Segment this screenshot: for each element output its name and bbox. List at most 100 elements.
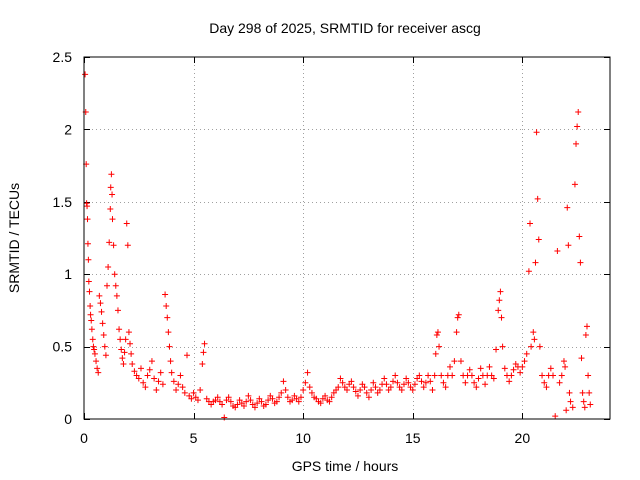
data-point: [194, 397, 201, 404]
data-point: [221, 414, 228, 421]
data-point: [519, 363, 526, 370]
data-point: [587, 401, 594, 408]
data-point: [128, 350, 135, 357]
data-point: [457, 358, 464, 365]
data-point: [107, 184, 114, 191]
data-point: [84, 203, 91, 210]
data-point: [273, 398, 280, 405]
data-point: [122, 336, 129, 343]
data-point: [300, 387, 307, 394]
data-point: [117, 336, 124, 343]
data-point: [168, 369, 175, 376]
data-point: [166, 343, 173, 350]
data-point: [473, 384, 480, 391]
data-point: [243, 398, 250, 405]
data-point: [400, 381, 407, 388]
data-point: [88, 317, 95, 324]
data-point: [127, 340, 134, 347]
data-point: [533, 129, 540, 136]
data-point: [550, 372, 557, 379]
data-point: [100, 332, 107, 339]
data-point: [190, 389, 197, 396]
data-point: [135, 375, 142, 382]
data-point: [93, 358, 100, 365]
grid-lines: [84, 57, 610, 419]
data-point: [184, 352, 191, 359]
data-point: [370, 379, 377, 386]
data-point: [337, 375, 344, 382]
data-point: [326, 398, 333, 405]
y-tick-label: 0: [64, 411, 72, 427]
data-point: [431, 372, 438, 379]
data-point: [532, 259, 539, 266]
data-point: [517, 369, 524, 376]
x-tick-label: 5: [190, 430, 198, 446]
data-point: [506, 378, 513, 385]
data-point: [387, 384, 394, 391]
data-point: [368, 387, 375, 394]
y-tick-label: 1.5: [53, 194, 73, 210]
data-point: [234, 401, 241, 408]
data-point: [84, 216, 91, 223]
data-point: [199, 360, 206, 367]
x-tick-label: 15: [405, 430, 421, 446]
data-point: [543, 384, 550, 391]
data-point: [129, 360, 136, 367]
data-point: [354, 392, 361, 399]
data-point: [146, 366, 153, 373]
data-point: [104, 282, 111, 289]
data-point: [295, 398, 302, 405]
data-point: [372, 384, 379, 391]
data-point: [155, 378, 162, 385]
data-point: [427, 378, 434, 385]
data-point: [390, 378, 397, 385]
data-point: [468, 372, 475, 379]
data-point: [348, 378, 355, 385]
data-point: [453, 329, 460, 336]
data-point: [109, 216, 116, 223]
data-point: [436, 343, 443, 350]
data-point: [429, 387, 436, 394]
data-point: [306, 384, 313, 391]
data-point: [510, 366, 517, 373]
data-point: [86, 288, 93, 295]
data-point: [434, 329, 441, 336]
data-point: [496, 297, 503, 304]
data-point: [101, 343, 108, 350]
data-point: [541, 379, 548, 386]
data-point: [113, 292, 120, 299]
data-point: [91, 350, 98, 357]
data-point: [89, 336, 96, 343]
data-point: [539, 372, 546, 379]
data-point: [365, 394, 372, 401]
data-point: [422, 379, 429, 386]
data-point: [466, 366, 473, 373]
data-point: [350, 384, 357, 391]
data-point: [566, 389, 573, 396]
data-point: [586, 389, 593, 396]
data-point: [565, 242, 572, 249]
data-point: [88, 326, 95, 333]
data-point: [585, 372, 592, 379]
data-point: [269, 395, 276, 402]
data-point: [167, 358, 174, 365]
data-point: [159, 381, 166, 388]
data-point: [157, 369, 164, 376]
data-point: [200, 349, 207, 356]
data-point: [571, 181, 578, 188]
data-point: [111, 271, 118, 278]
data-point: [449, 372, 456, 379]
data-point: [144, 372, 151, 379]
data-point: [90, 343, 97, 350]
data-point: [85, 256, 92, 263]
data-point: [123, 220, 130, 227]
data-point: [442, 384, 449, 391]
data-point: [344, 387, 350, 394]
data-point: [107, 206, 114, 213]
data-point: [116, 326, 123, 333]
data-point: [219, 401, 226, 408]
data-point: [151, 375, 158, 382]
data-points: [82, 71, 594, 421]
data-point: [405, 379, 412, 386]
